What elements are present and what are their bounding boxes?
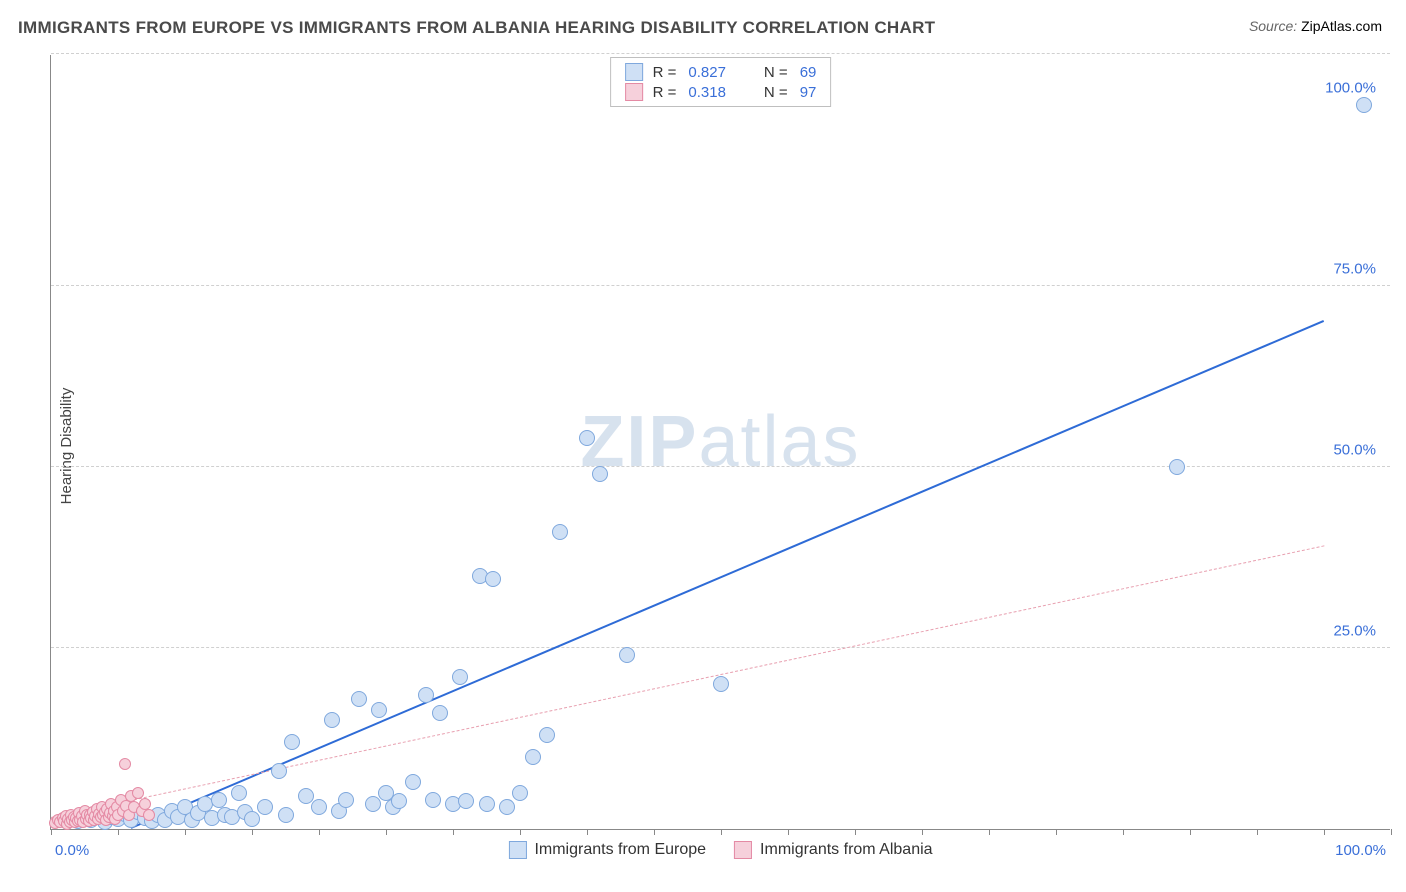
source-value: ZipAtlas.com — [1301, 18, 1382, 34]
swatch-albania — [625, 83, 643, 101]
x-tick — [386, 829, 387, 835]
series-legend: Immigrants from Europe Immigrants from A… — [508, 841, 932, 859]
x-tick — [922, 829, 923, 835]
x-tick — [1056, 829, 1057, 835]
point-europe — [244, 811, 260, 827]
series-label-europe: Immigrants from Europe — [534, 841, 706, 859]
x-tick — [319, 829, 320, 835]
x-tick — [1123, 829, 1124, 835]
swatch-albania — [734, 841, 752, 859]
chart-container: IMMIGRANTS FROM EUROPE VS IMMIGRANTS FRO… — [0, 0, 1406, 892]
legend-row-albania: R = 0.318 N = 97 — [625, 82, 817, 102]
point-europe — [257, 799, 273, 815]
trendline-albania — [51, 546, 1324, 819]
point-europe — [311, 799, 327, 815]
point-europe — [391, 793, 407, 809]
point-europe — [1356, 97, 1372, 113]
legend-item-europe: Immigrants from Europe — [508, 841, 706, 859]
point-europe — [512, 785, 528, 801]
legend-item-albania: Immigrants from Albania — [734, 841, 933, 859]
point-europe — [365, 796, 381, 812]
point-europe — [619, 647, 635, 663]
point-europe — [452, 669, 468, 685]
y-tick-label: 25.0% — [1333, 622, 1376, 639]
point-europe — [418, 687, 434, 703]
point-europe — [525, 749, 541, 765]
x-tick — [587, 829, 588, 835]
r-label: R = — [653, 64, 677, 81]
r-value-albania: 0.318 — [688, 84, 726, 101]
point-europe — [298, 788, 314, 804]
gridline — [51, 466, 1390, 467]
point-europe — [351, 691, 367, 707]
swatch-europe — [508, 841, 526, 859]
n-value-europe: 69 — [800, 64, 817, 81]
n-label: N = — [764, 84, 788, 101]
gridline — [51, 285, 1390, 286]
point-europe — [458, 793, 474, 809]
point-europe — [284, 734, 300, 750]
point-europe — [1169, 459, 1185, 475]
point-europe — [432, 705, 448, 721]
x-tick-label-100: 100.0% — [1335, 842, 1386, 859]
n-label: N = — [764, 64, 788, 81]
x-tick — [1257, 829, 1258, 835]
x-tick — [855, 829, 856, 835]
point-europe — [231, 785, 247, 801]
y-tick-label: 75.0% — [1333, 260, 1376, 277]
point-europe — [271, 763, 287, 779]
point-albania — [143, 809, 155, 821]
point-europe — [539, 727, 555, 743]
x-tick — [453, 829, 454, 835]
swatch-europe — [625, 63, 643, 81]
point-europe — [371, 702, 387, 718]
x-tick — [654, 829, 655, 835]
x-tick — [252, 829, 253, 835]
point-albania — [119, 758, 131, 770]
x-tick — [1391, 829, 1392, 835]
watermark: ZIPatlas — [580, 401, 860, 483]
gridline — [51, 647, 1390, 648]
x-tick-label-0: 0.0% — [55, 842, 89, 859]
y-tick-label: 50.0% — [1333, 441, 1376, 458]
point-europe — [713, 676, 729, 692]
x-tick — [788, 829, 789, 835]
x-tick — [118, 829, 119, 835]
plot-area: ZIPatlas R = 0.827 N = 69 R = 0.318 N = … — [50, 55, 1390, 830]
watermark-rest: atlas — [698, 402, 860, 482]
point-europe — [579, 430, 595, 446]
correlation-legend: R = 0.827 N = 69 R = 0.318 N = 97 — [610, 57, 832, 107]
point-europe — [592, 466, 608, 482]
point-europe — [552, 524, 568, 540]
x-tick — [185, 829, 186, 835]
series-label-albania: Immigrants from Albania — [760, 841, 933, 859]
point-europe — [405, 774, 421, 790]
gridline — [51, 53, 1390, 54]
x-tick — [989, 829, 990, 835]
point-europe — [479, 796, 495, 812]
point-europe — [485, 571, 501, 587]
x-tick — [520, 829, 521, 835]
point-europe — [499, 799, 515, 815]
source-attribution: Source: ZipAtlas.com — [1249, 18, 1382, 34]
point-europe — [324, 712, 340, 728]
point-europe — [278, 807, 294, 823]
x-tick — [1190, 829, 1191, 835]
x-tick — [1324, 829, 1325, 835]
x-tick — [721, 829, 722, 835]
point-europe — [425, 792, 441, 808]
point-europe — [338, 792, 354, 808]
trendline-europe — [131, 320, 1324, 829]
x-tick — [51, 829, 52, 835]
source-label: Source: — [1249, 18, 1297, 34]
legend-row-europe: R = 0.827 N = 69 — [625, 62, 817, 82]
y-tick-label: 100.0% — [1325, 79, 1376, 96]
n-value-albania: 97 — [800, 84, 817, 101]
r-value-europe: 0.827 — [688, 64, 726, 81]
r-label: R = — [653, 84, 677, 101]
chart-title: IMMIGRANTS FROM EUROPE VS IMMIGRANTS FRO… — [18, 18, 935, 38]
